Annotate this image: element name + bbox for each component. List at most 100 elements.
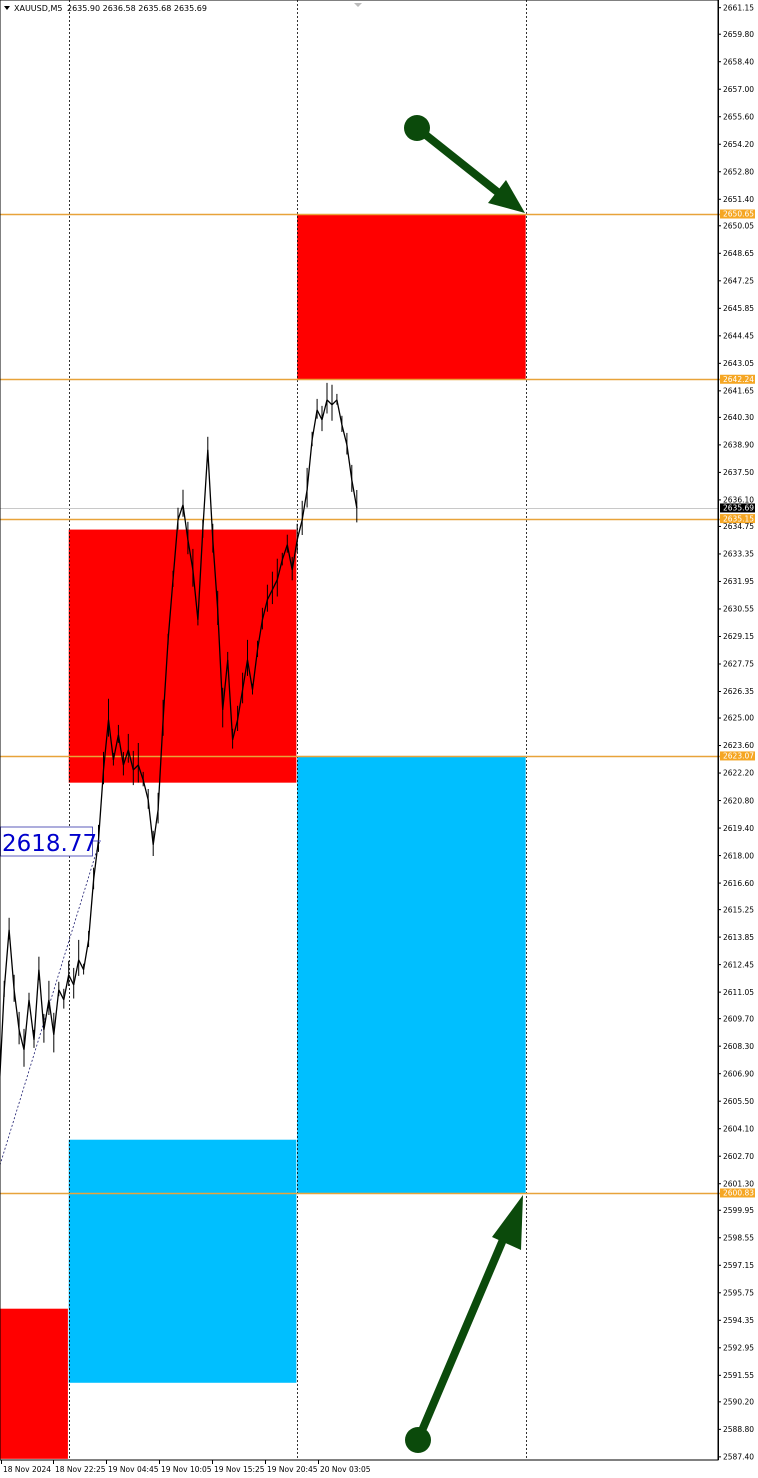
price-tick-label: 2630.55: [723, 605, 754, 614]
price-label-bg: [720, 751, 755, 761]
price-tick-label: 2655.60: [723, 112, 754, 121]
price-tick-label: 2591.55: [723, 1371, 754, 1380]
price-tick-label: 2612.45: [723, 960, 754, 969]
price-tick-label: 2659.80: [723, 30, 754, 39]
trend-line[interactable]: [0, 839, 101, 1166]
price-tick-label: 2616.60: [723, 879, 754, 888]
price-tick-label: 2650.05: [723, 221, 754, 230]
levels-layer: [0, 213, 722, 1195]
supply-zone[interactable]: [297, 214, 526, 380]
demand-zone[interactable]: [297, 755, 526, 1193]
time-tick-label: 19 Nov 15:25: [214, 1465, 265, 1474]
price-label-bg: [720, 374, 755, 384]
price-tick-label: 2657.00: [723, 85, 754, 94]
price-tick-label: 2611.05: [723, 988, 754, 997]
arrow-shaft: [414, 124, 503, 198]
price-tick-label: 2654.20: [723, 140, 754, 149]
price-tick-label: 2608.30: [723, 1042, 754, 1051]
price-tick-label: 2647.25: [723, 277, 754, 286]
label-box: [0, 826, 93, 857]
price-tick-label: 2638.90: [723, 441, 754, 450]
price-tick-label: 2625.00: [723, 714, 754, 723]
price-tick-label: 2615.25: [723, 905, 754, 914]
price-tick-label: 2605.50: [723, 1097, 754, 1106]
price-tick-label: 2622.20: [723, 769, 754, 778]
price-tick-label: 2640.30: [723, 413, 754, 422]
price-tick-label: 2602.70: [723, 1152, 754, 1161]
zones-layer: [0, 214, 526, 1459]
price-tick-label: 2648.65: [723, 249, 754, 258]
price-label-bg: [720, 1188, 755, 1198]
price-label-bg: [720, 514, 755, 524]
price-tick-label: 2626.35: [723, 687, 754, 696]
price-tick-label: 2588.80: [723, 1425, 754, 1434]
price-label: 2642.24: [723, 375, 754, 384]
price-series: [0, 382, 358, 1087]
supply-zone[interactable]: [0, 1308, 68, 1459]
price-tick-label: 2587.40: [723, 1453, 754, 1462]
arrow-head-icon: [492, 1195, 523, 1250]
price-label-bg: [720, 503, 755, 513]
price-tick-label: 2629.15: [723, 632, 754, 641]
price-label-box[interactable]: 2618.77: [0, 826, 102, 857]
time-tick-label: 19 Nov 04:45: [108, 1465, 159, 1474]
price-tick-label: 2623.60: [723, 741, 754, 750]
price-tick-label: 2606.90: [723, 1069, 754, 1078]
price-label: 2635.15: [723, 514, 754, 523]
time-tick-label: 18 Nov 22:25: [55, 1465, 106, 1474]
price-tick-label: 2601.30: [723, 1179, 754, 1188]
arrow-tail-dot: [405, 1427, 431, 1453]
price-tick-label: 2631.95: [723, 577, 754, 586]
dropdown-triangle-icon[interactable]: [4, 6, 10, 10]
time-tick-label: 20 Nov 03:05: [320, 1465, 371, 1474]
time-tick-label: 18 Nov 2024: [3, 1465, 51, 1474]
price-tick-label: 2619.40: [723, 824, 754, 833]
price-tick-label: 2643.05: [723, 359, 754, 368]
price-tick-label: 2604.10: [723, 1124, 754, 1133]
demand-zone[interactable]: [68, 1139, 297, 1383]
price-tick-label: 2627.75: [723, 660, 754, 669]
price-tick-label: 2651.40: [723, 195, 754, 204]
arrow-shaft: [414, 1226, 512, 1442]
price-tick-label: 2661.15: [723, 3, 754, 12]
day-separators: [69, 0, 527, 1460]
arrow-down-to-supply[interactable]: [404, 115, 525, 213]
time-tick-label: 19 Nov 10:05: [161, 1465, 212, 1474]
price-tick-label: 2613.85: [723, 933, 754, 942]
price-tick-label: 2637.50: [723, 468, 754, 477]
price-tick-label: 2594.35: [723, 1316, 754, 1325]
price-tick-label: 2634.75: [723, 522, 754, 531]
level-labels: 2650.65 2642.24 2635.15 2623.07 2600.83 2635.…: [720, 209, 755, 1198]
price-tick-label: 2592.95: [723, 1344, 754, 1353]
price-label: 2635.69: [723, 504, 754, 513]
price-tick-label: 2598.55: [723, 1233, 754, 1242]
price-tick-label: 2652.80: [723, 167, 754, 176]
time-tick-label: 19 Nov 20:45: [267, 1465, 318, 1474]
price-label-text: 2618.77: [2, 831, 97, 857]
arrow-tail-dot: [404, 115, 430, 141]
price-tick-label: 2644.45: [723, 332, 754, 341]
chart-shift-marker-icon[interactable]: [354, 3, 362, 7]
supply-zone[interactable]: [68, 529, 297, 783]
price-axis[interactable]: 2661.15 2659.80 2658.40 2657.00 2655.60 2654.…: [718, 0, 754, 1462]
ohlc-values: 2635.90 2636.58 2635.68 2635.69: [67, 4, 207, 13]
price-tick-label: 2590.20: [723, 1398, 754, 1407]
price-tick-label: 2618.00: [723, 851, 754, 860]
price-tick-label: 2597.15: [723, 1261, 754, 1270]
arrow-up-to-demand[interactable]: [405, 1195, 523, 1453]
price-tick-label: 2645.85: [723, 304, 754, 313]
price-label: 2650.65: [723, 210, 754, 219]
price-tick-label: 2599.95: [723, 1206, 754, 1215]
price-tick-label: 2595.75: [723, 1288, 754, 1297]
time-axis[interactable]: 18 Nov 2024 18 Nov 22:25 19 Nov 04:45 19 No…: [1, 1460, 371, 1474]
price-label: 2600.83: [723, 1189, 754, 1198]
price-tick-label: 2636.10: [723, 496, 754, 505]
price-tick-label: 2620.80: [723, 796, 754, 805]
price-label-bg: [720, 209, 755, 219]
price-tick-label: 2641.65: [723, 387, 754, 396]
arrow-head-icon: [488, 180, 525, 213]
price-label: 2623.07: [723, 752, 754, 761]
price-tick-label: 2609.70: [723, 1014, 754, 1023]
symbol-title: XAUUSD,M5: [14, 4, 62, 13]
